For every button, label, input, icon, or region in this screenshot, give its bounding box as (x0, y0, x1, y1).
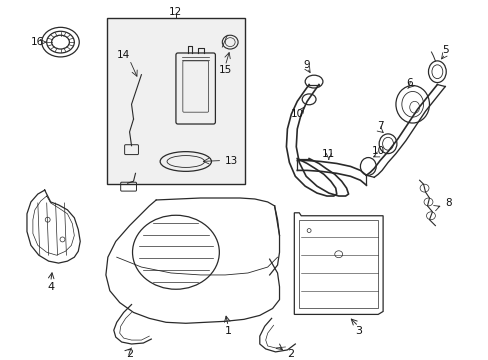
Text: 10: 10 (371, 146, 384, 156)
Text: 5: 5 (441, 45, 447, 55)
Text: 4: 4 (47, 282, 54, 292)
Text: 12: 12 (169, 6, 182, 17)
Text: 10: 10 (290, 109, 303, 119)
Text: 13: 13 (225, 156, 238, 166)
Text: 11: 11 (322, 149, 335, 159)
Text: 6: 6 (406, 77, 412, 87)
Text: 8: 8 (445, 198, 451, 208)
Text: 7: 7 (376, 121, 383, 131)
Text: 2: 2 (126, 349, 133, 359)
Text: 1: 1 (224, 326, 231, 336)
Text: 15: 15 (218, 65, 231, 75)
Text: 2: 2 (287, 349, 294, 359)
Text: 9: 9 (303, 60, 310, 70)
Text: 3: 3 (354, 326, 361, 336)
FancyBboxPatch shape (107, 18, 244, 184)
Text: 14: 14 (117, 50, 130, 60)
Text: 16: 16 (31, 37, 44, 47)
